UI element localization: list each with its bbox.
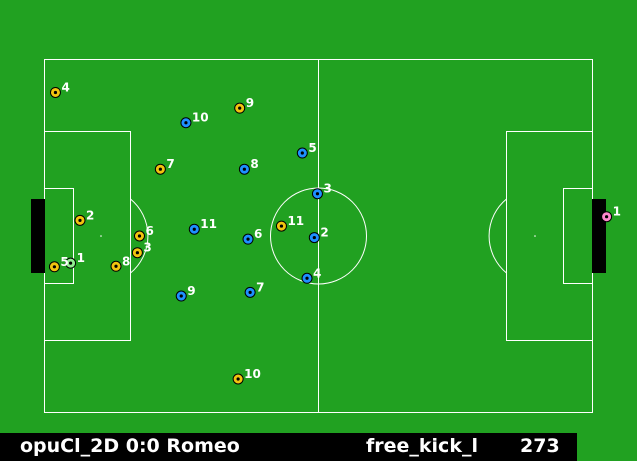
left-penalty-spot xyxy=(100,235,102,237)
player-number: 11 xyxy=(287,214,304,228)
player-facing-dot xyxy=(192,227,196,231)
left-player-3: 3 xyxy=(131,241,152,259)
player-number: 6 xyxy=(254,227,262,241)
player-facing-dot xyxy=(236,377,240,381)
player-facing-dot xyxy=(52,265,57,269)
player-number: 1 xyxy=(77,251,85,265)
player-facing-dot xyxy=(312,235,316,240)
player-number: 5 xyxy=(60,255,68,269)
left-goal xyxy=(31,199,45,273)
right-player-7: 7 xyxy=(244,280,264,298)
player-facing-dot xyxy=(238,106,242,110)
player-number: 7 xyxy=(166,157,174,171)
left-penalty-arc xyxy=(130,198,149,274)
left-player-9: 9 xyxy=(234,96,254,114)
right-player-6: 6 xyxy=(242,227,262,245)
left-player-2: 2 xyxy=(74,208,94,226)
player-number: 1 xyxy=(613,205,621,219)
scoreboard-bar: opuCl_2D 0:0 Romeo free_kick_l 273 xyxy=(0,433,577,461)
left-player-7: 7 xyxy=(154,157,175,175)
player-number: 8 xyxy=(250,157,258,171)
right-player-11: 11 xyxy=(188,217,217,235)
left-player-11: 11 xyxy=(275,214,304,232)
right-penalty-arc xyxy=(488,198,507,274)
right-player-1: 1 xyxy=(601,205,621,223)
left-player-10: 10 xyxy=(232,367,261,385)
right-player-10: 10 xyxy=(180,111,209,129)
player-number: 4 xyxy=(61,80,69,94)
play-mode: free_kick_l xyxy=(366,435,478,457)
player-number: 2 xyxy=(320,226,328,240)
player-number: 3 xyxy=(323,182,331,196)
right-player-5: 5 xyxy=(296,141,317,159)
player-facing-dot xyxy=(604,215,609,219)
left-player-1: 1 xyxy=(65,251,85,269)
player-facing-dot xyxy=(135,251,139,255)
player-number: 4 xyxy=(313,266,321,280)
player-facing-dot xyxy=(68,261,73,265)
left-player-6: 6 xyxy=(133,224,154,242)
player-facing-dot xyxy=(179,294,183,298)
player-number: 10 xyxy=(244,367,261,381)
player-facing-dot xyxy=(53,90,58,95)
player-facing-dot xyxy=(158,167,162,171)
player-facing-dot xyxy=(246,237,250,241)
player-facing-dot xyxy=(78,218,82,222)
player-facing-dot xyxy=(137,234,142,238)
right-player-3: 3 xyxy=(311,182,332,200)
right-goal xyxy=(592,199,606,273)
player-number: 3 xyxy=(143,241,151,255)
player-number: 9 xyxy=(246,96,254,110)
player-number: 5 xyxy=(308,141,316,155)
player-facing-dot xyxy=(242,167,246,171)
player-number: 6 xyxy=(145,224,153,238)
player-facing-dot xyxy=(184,121,188,125)
left-player-5: 5 xyxy=(48,255,69,273)
right-player-4: 4 xyxy=(301,266,321,284)
player-number: 9 xyxy=(187,284,195,298)
player-facing-dot xyxy=(248,290,252,294)
player-facing-dot xyxy=(279,224,284,228)
right-player-2: 2 xyxy=(308,226,329,244)
player-facing-dot xyxy=(315,192,320,196)
left-player-4: 4 xyxy=(49,80,70,98)
player-number: 10 xyxy=(192,111,209,125)
player-number: 11 xyxy=(200,217,217,231)
right-penalty-spot xyxy=(534,235,536,237)
player-facing-dot xyxy=(300,151,304,155)
player-number: 7 xyxy=(256,280,264,294)
player-facing-dot xyxy=(305,276,309,280)
player-number: 2 xyxy=(86,208,94,222)
left-player-8: 8 xyxy=(110,254,130,272)
cycle-counter: 273 xyxy=(520,435,560,457)
score-text: opuCl_2D 0:0 Romeo xyxy=(20,435,240,457)
player-number: 8 xyxy=(122,254,130,268)
center-circle xyxy=(270,187,367,285)
player-facing-dot xyxy=(114,264,118,268)
right-player-8: 8 xyxy=(238,157,259,175)
right-player-9: 9 xyxy=(175,284,196,302)
